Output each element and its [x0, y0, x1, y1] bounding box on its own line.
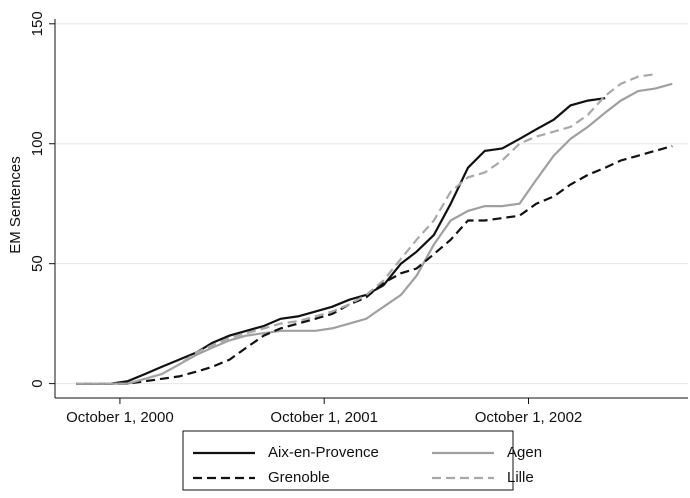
legend-box — [182, 430, 514, 491]
legend-label: Grenoble — [268, 469, 330, 486]
legend-label: Agen — [507, 444, 542, 461]
y-axis-label: EM Sentences — [7, 156, 24, 254]
x-tick-label: October 1, 2001 — [270, 409, 378, 426]
y-tick-label: 100 — [29, 131, 46, 156]
series-line — [76, 97, 606, 385]
y-tick-label: 0 — [29, 379, 46, 387]
series-line — [76, 73, 656, 385]
series-line — [76, 82, 673, 385]
x-tick-label: October 1, 2000 — [66, 409, 174, 426]
y-tick-label: 50 — [29, 255, 46, 272]
series-line — [76, 145, 673, 385]
legend-label: Lille — [507, 469, 534, 486]
y-tick-label: 150 — [29, 11, 46, 36]
x-tick-label: October 1, 2002 — [475, 409, 583, 426]
legend-label: Aix-en-Provence — [268, 444, 379, 461]
